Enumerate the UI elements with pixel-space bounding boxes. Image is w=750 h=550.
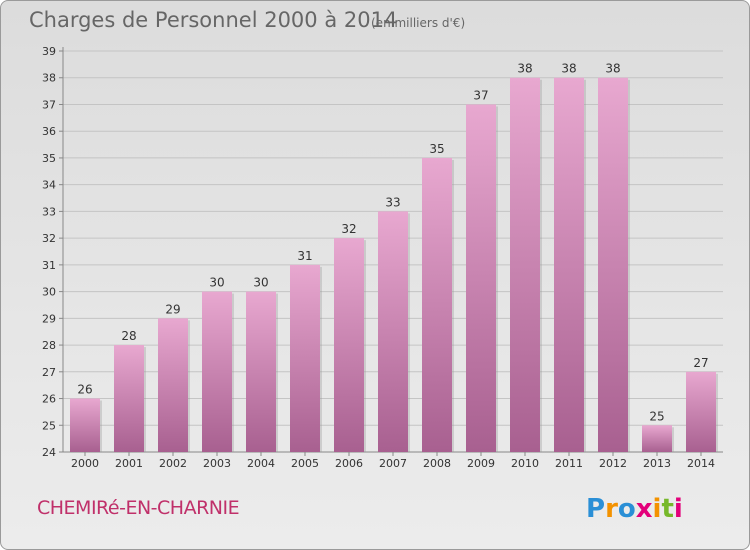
x-tick-label: 2000 <box>71 457 99 470</box>
logo-letter: o <box>618 494 636 524</box>
bar <box>510 77 540 452</box>
y-tick-label: 38 <box>42 72 56 85</box>
x-tick-label: 2014 <box>687 457 715 470</box>
y-tick-label: 37 <box>42 98 56 111</box>
bar <box>246 291 276 452</box>
commune-name: CHEMIRé-EN-CHARNIE <box>37 497 239 519</box>
data-label: 33 <box>385 195 400 209</box>
y-tick-label: 26 <box>42 393 56 406</box>
y-tick-label: 32 <box>42 232 56 245</box>
data-label: 37 <box>473 88 488 102</box>
y-tick-label: 28 <box>42 339 56 352</box>
y-tick-label: 34 <box>42 179 56 192</box>
data-label: 27 <box>693 356 708 370</box>
y-tick-label: 27 <box>42 366 56 379</box>
bar <box>290 264 320 452</box>
x-tick-label: 2003 <box>203 457 231 470</box>
data-label: 38 <box>605 62 620 76</box>
bar <box>598 77 628 452</box>
bar <box>422 157 452 452</box>
data-labels: 26 28 29 30 30 31 32 33 35 37 38 38 38 25 27 <box>77 62 708 424</box>
x-tick-label: 2011 <box>555 457 583 470</box>
data-label: 30 <box>209 276 224 290</box>
logo-letter: t <box>661 494 673 524</box>
y-tick-label: 25 <box>42 419 56 432</box>
logo-letter: x <box>636 494 653 524</box>
x-tick-label: 2001 <box>115 457 143 470</box>
data-label: 38 <box>561 62 576 76</box>
x-tick-label: 2008 <box>423 457 451 470</box>
y-tick-label: 29 <box>42 312 56 325</box>
bar <box>158 318 188 452</box>
logo-letter: i <box>674 494 683 524</box>
bar <box>642 425 672 452</box>
x-tick-label: 2004 <box>247 457 275 470</box>
bar <box>554 77 584 452</box>
y-tick-label: 30 <box>42 286 56 299</box>
bars <box>70 77 718 452</box>
x-axis: 2000 2001 2002 2003 2004 2005 2006 2007 2008 2009… <box>71 452 715 470</box>
bar <box>70 398 100 452</box>
chart-subtitle: (en milliers d'€) <box>371 16 465 30</box>
bar <box>114 345 144 452</box>
data-label: 29 <box>165 302 180 316</box>
y-tick-label: 36 <box>42 125 56 138</box>
bar <box>378 211 408 452</box>
x-tick-label: 2006 <box>335 457 363 470</box>
x-tick-label: 2010 <box>511 457 539 470</box>
x-tick-label: 2009 <box>467 457 495 470</box>
logo-letter: i <box>653 494 662 524</box>
y-tick-label: 39 <box>42 45 56 58</box>
bar <box>202 291 232 452</box>
y-tick-label: 33 <box>42 205 56 218</box>
x-tick-label: 2005 <box>291 457 319 470</box>
proxiti-logo: Proxiti <box>586 494 683 524</box>
x-tick-label: 2013 <box>643 457 671 470</box>
logo-letter: r <box>605 494 618 524</box>
data-label: 25 <box>649 409 664 423</box>
data-label: 31 <box>297 249 312 263</box>
y-tick-label: 24 <box>42 446 56 459</box>
x-tick-label: 2007 <box>379 457 407 470</box>
y-tick-label: 31 <box>42 259 56 272</box>
data-label: 35 <box>429 142 444 156</box>
data-label: 26 <box>77 383 92 397</box>
bar <box>466 104 496 452</box>
y-tick-label: 35 <box>42 152 56 165</box>
x-tick-label: 2012 <box>599 457 627 470</box>
bar <box>686 371 716 452</box>
data-label: 30 <box>253 276 268 290</box>
logo-letter: P <box>586 494 605 524</box>
data-label: 38 <box>517 62 532 76</box>
chart-title: Charges de Personnel 2000 à 2014 <box>29 8 397 32</box>
x-tick-label: 2002 <box>159 457 187 470</box>
data-label: 28 <box>121 329 136 343</box>
bar <box>334 238 364 452</box>
data-label: 32 <box>341 222 356 236</box>
